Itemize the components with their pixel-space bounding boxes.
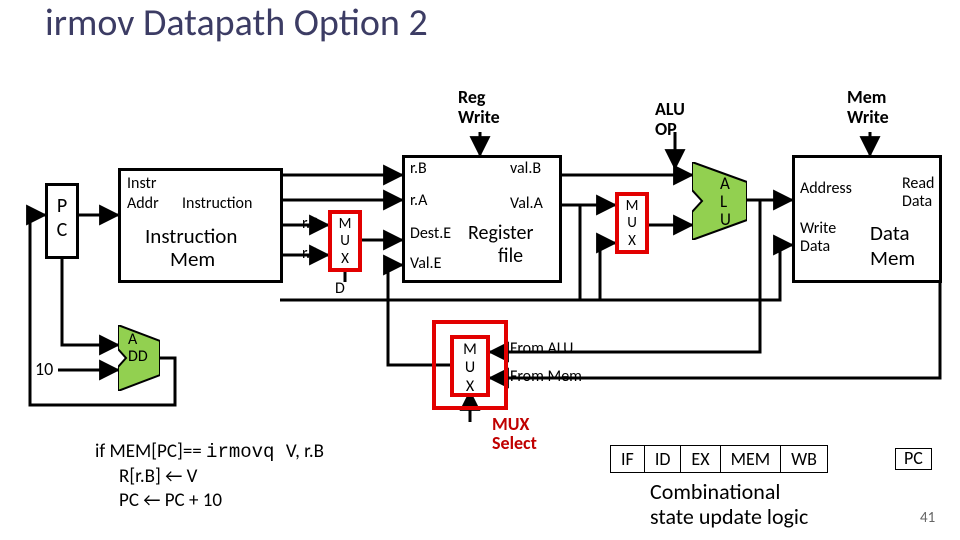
pipeline-stages: IF ID EX MEM WB (610, 445, 828, 473)
footer-line2: state update logic (650, 505, 808, 529)
mem-write-label: Mem Write (847, 88, 889, 128)
mux-in-ra: r.A (302, 245, 319, 263)
mux-alu-b: M U X (615, 192, 649, 254)
rf-deste: Dest.E (410, 225, 451, 243)
stage-if: IF (611, 446, 645, 473)
pc-label-c: C (48, 218, 76, 242)
dmem-name2: Mem (870, 247, 915, 270)
imem-instr-addr: Instr (127, 175, 156, 193)
imem-name1: Instruction (145, 225, 237, 248)
pc-line2a: R[r.B] (119, 465, 165, 488)
pc-line3a: PC (119, 489, 143, 512)
mux-big-in2: From Mem (510, 368, 582, 386)
mux-ra-rb: M U X (328, 210, 362, 272)
mux-in-rb: r.B (302, 215, 319, 233)
mux-highlight-outer (432, 320, 508, 410)
slide-number: 41 (920, 510, 935, 527)
ten-label: 10 (35, 360, 53, 380)
pipeline-pc: PC (895, 448, 932, 470)
rf-rb: r.B (410, 160, 427, 178)
dmem-name1: Data (870, 222, 910, 245)
pc-block: P C (45, 183, 79, 259)
mux-out-d: D (335, 280, 345, 298)
rf-vala: Val.A (510, 195, 543, 213)
alu-label: A L U (720, 175, 731, 229)
mux-small-label: M U X (339, 215, 352, 268)
mux-select-label: MUXSelect (492, 415, 537, 453)
dmem-addr: Address (800, 180, 852, 198)
rf-ra: r.A (410, 192, 427, 210)
imem-name2: Mem (170, 248, 215, 271)
dmem-rdata: Read Data (902, 175, 934, 210)
stage-wb: WB (781, 446, 828, 473)
footer-line1: Combinational (650, 480, 780, 504)
rf-name2: file (498, 245, 523, 267)
reg-write-label: Reg Write (458, 88, 500, 128)
rf-valb: val.B (510, 160, 541, 178)
pc-line3b: ← PC + 10 (143, 489, 222, 512)
stage-mem: MEM (720, 446, 781, 473)
alu-op-label: ALU OP (655, 100, 685, 140)
stage-ex: EX (681, 446, 720, 473)
rf-name1: Register (468, 222, 533, 244)
pseudocode: if MEM[PC]== irmovq V, r.B R[r.B] ← V PC… (95, 440, 324, 512)
pc-label-p: P (48, 194, 76, 218)
pc-line1b: irmovq (206, 441, 286, 463)
imem-addr: Addr (127, 195, 159, 213)
pc-line2b: ← V (165, 465, 197, 488)
add-label: A DD (128, 332, 148, 366)
pc-line1a: if MEM[PC]== (95, 440, 206, 463)
mux-mid-label: M U X (626, 197, 639, 250)
slide-title: irmov Datapath Option 2 (45, 0, 428, 46)
imem-instruction-port: Instruction (182, 195, 252, 213)
stage-id: ID (644, 446, 681, 473)
rf-vale: Val.E (410, 255, 441, 273)
mux-big-in1: From ALU (510, 340, 573, 358)
pc-line1c: V, r.B (286, 440, 324, 463)
dmem-wdata: Write Data (800, 220, 836, 255)
